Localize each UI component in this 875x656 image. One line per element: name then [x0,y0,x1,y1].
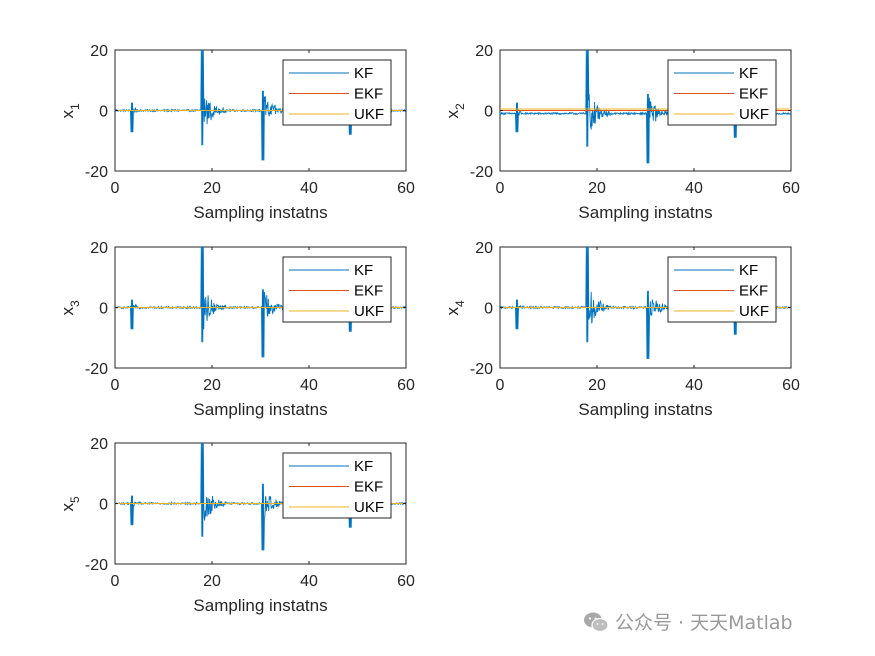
y-axis-label: x3 [58,300,82,316]
x-tick-label: 20 [588,377,606,394]
y-tick-label: -20 [85,164,108,181]
y-axis-label-subscript: 4 [453,300,467,307]
x-tick-label: 40 [685,180,703,197]
legend-label-ekf: EKF [739,283,768,300]
watermark: 公众号 · 天天Matlab [583,608,793,635]
x-axis-label: Sampling instatns [193,596,327,615]
x-axis-label: Sampling instatns [193,203,327,222]
y-tick-label: 20 [90,240,108,257]
y-axis-label-main: x [443,110,462,119]
x-tick-label: 0 [111,377,120,394]
x-tick-label: 60 [397,180,415,197]
y-axis-label-main: x [443,307,462,316]
x-axis-label: Sampling instatns [193,400,327,419]
legend-label-kf: KF [739,262,758,279]
y-tick-label: -20 [85,557,108,574]
legend: KF EKF UKF [667,59,777,126]
x-tick-label: 60 [397,573,415,590]
x-tick-label: 0 [111,573,120,590]
y-tick-label: 20 [475,43,493,60]
legend-label-kf: KF [354,65,373,82]
legend: KF EKF UKF [282,452,392,519]
x-axis-label: Sampling instatns [578,203,712,222]
y-tick-label: 20 [475,240,493,257]
x-tick-label: 20 [588,180,606,197]
y-axis-label-main: x [58,110,77,119]
x-tick-label: 0 [111,180,120,197]
x-tick-label: 0 [496,180,505,197]
legend-label-ekf: EKF [739,86,768,103]
x-tick-label: 40 [300,180,318,197]
legend-label-kf: KF [354,262,373,279]
wechat-icon [584,612,609,632]
y-axis-label-main: x [58,503,77,512]
y-tick-label: 0 [99,497,108,514]
y-axis-label-subscript: 2 [453,103,467,110]
y-axis-label: x5 [58,496,82,512]
legend-label-ukf: UKF [354,499,384,516]
x-tick-label: 0 [496,377,505,394]
x-tick-label: 20 [203,573,221,590]
y-axis-label: x4 [443,300,467,316]
legend: KF EKF UKF [282,59,392,126]
x-tick-label: 60 [782,377,800,394]
watermark-text: 公众号 · 天天Matlab [615,612,793,634]
legend-label-kf: KF [354,458,373,475]
y-tick-label: 0 [484,104,493,121]
y-axis-label: x2 [443,103,467,119]
legend: KF EKF UKF [667,256,777,323]
y-tick-label: -20 [85,361,108,378]
x-tick-label: 40 [300,573,318,590]
y-tick-label: 0 [99,301,108,318]
x-tick-label: 40 [685,377,703,394]
x-tick-label: 60 [397,377,415,394]
y-tick-label: 20 [90,43,108,60]
x-axis-label: Sampling instatns [578,400,712,419]
y-axis-label-subscript: 5 [68,496,82,503]
legend-label-ukf: UKF [739,106,769,123]
y-tick-label: 0 [99,104,108,121]
y-tick-label: 20 [90,436,108,453]
legend-label-ukf: UKF [354,106,384,123]
x-tick-label: 40 [300,377,318,394]
y-tick-label: 0 [484,301,493,318]
legend-label-ekf: EKF [354,86,383,103]
y-axis-label: x1 [58,103,82,119]
y-tick-label: -20 [470,361,493,378]
x-tick-label: 20 [203,180,221,197]
legend-label-ekf: EKF [354,479,383,496]
legend-label-ukf: UKF [354,303,384,320]
legend-label-ekf: EKF [354,283,383,300]
y-axis-label-subscript: 3 [68,300,82,307]
y-axis-label-subscript: 1 [68,103,82,110]
x-tick-label: 60 [782,180,800,197]
y-axis-label-main: x [58,307,77,316]
legend-label-kf: KF [739,65,758,82]
legend: KF EKF UKF [282,256,392,323]
y-tick-label: -20 [470,164,493,181]
x-tick-label: 20 [203,377,221,394]
legend-label-ukf: UKF [739,303,769,320]
